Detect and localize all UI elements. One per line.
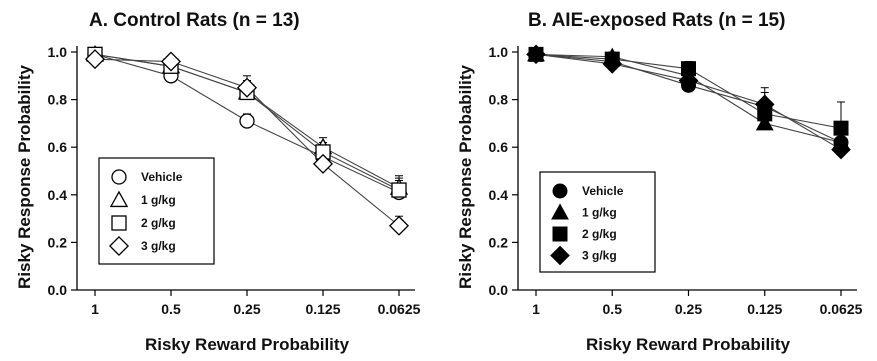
legend: Vehicle 1 g/kg 2 g/kg 3 g/kg bbox=[98, 157, 215, 265]
y-axis-label: Risky Response Probability bbox=[15, 65, 34, 289]
y-tick-label: 0.0 bbox=[489, 282, 509, 298]
legend-marker-circle bbox=[552, 183, 568, 199]
data-point-diamond bbox=[831, 139, 851, 160]
legend-marker-square bbox=[552, 226, 568, 242]
y-tick-label: 0.2 bbox=[48, 234, 68, 250]
data-point-diamond bbox=[388, 215, 410, 236]
legend-label: 1 g/kg bbox=[141, 193, 176, 207]
x-tick-label: 1 bbox=[532, 301, 540, 317]
y-tick-label: 0.0 bbox=[48, 282, 68, 298]
legend-marker-circle bbox=[111, 169, 127, 185]
data-point-diamond bbox=[602, 54, 623, 74]
panel-title: A. Control Rats (n = 13) bbox=[89, 10, 300, 31]
legend-label: Vehicle bbox=[141, 170, 183, 184]
legend-label: 3 g/kg bbox=[582, 249, 617, 263]
legend-marker-triangle bbox=[109, 190, 129, 208]
x-axis-label: Risky Reward Probability bbox=[145, 335, 350, 354]
data-point-diamond bbox=[160, 51, 182, 72]
legend-label: 1 g/kg bbox=[582, 206, 617, 220]
data-point-circle bbox=[239, 113, 255, 129]
y-tick-label: 0.8 bbox=[48, 92, 68, 108]
data-point-square bbox=[833, 120, 849, 136]
y-tick-label: 0.4 bbox=[48, 187, 68, 203]
legend-marker-diamond bbox=[108, 235, 130, 257]
data-point-diamond bbox=[84, 49, 106, 70]
y-tick-label: 0.8 bbox=[489, 92, 509, 108]
panel-a: A. Control Rats (n = 13) 0.0 0.2 0.4 0.6 0.8 1… bbox=[15, 10, 421, 354]
legend-label: Vehicle bbox=[582, 184, 624, 198]
y-tick-label: 0.2 bbox=[489, 234, 509, 250]
y-axis-label: Risky Response Probability bbox=[456, 65, 475, 289]
legend-label: 3 g/kg bbox=[141, 239, 176, 253]
data-point-diamond bbox=[678, 70, 699, 91]
legend-marker-triangle bbox=[551, 203, 569, 220]
data-point-diamond bbox=[236, 77, 258, 98]
legend-marker-diamond bbox=[550, 245, 570, 266]
x-tick-label: 0.125 bbox=[747, 301, 782, 317]
panel-b: B. AIE-exposed Rats (n = 15) 0.0 0.2 0.4 0.6… bbox=[456, 10, 863, 354]
x-tick-label: 0.125 bbox=[305, 301, 340, 317]
data-point-diamond bbox=[526, 44, 546, 65]
x-axis-label: Risky Reward Probability bbox=[586, 335, 791, 354]
y-tick-label: 1.0 bbox=[48, 44, 68, 60]
legend-label: 2 g/kg bbox=[582, 227, 617, 241]
data-point-diamond bbox=[754, 94, 775, 115]
legend: Vehicle 1 g/kg 2 g/kg 3 g/kg bbox=[539, 171, 656, 273]
y-tick-label: 0.6 bbox=[489, 139, 509, 155]
panel-title: B. AIE-exposed Rats (n = 15) bbox=[528, 10, 785, 31]
y-tick-label: 0.4 bbox=[489, 187, 509, 203]
data-point-diamond bbox=[312, 153, 334, 174]
y-tick-label: 0.6 bbox=[48, 139, 68, 155]
x-tick-label: 0.25 bbox=[233, 301, 260, 317]
x-tick-label: 0.0625 bbox=[820, 301, 863, 317]
x-tick-label: 1 bbox=[91, 301, 99, 317]
y-tick-label: 1.0 bbox=[489, 44, 509, 60]
legend-marker-square bbox=[111, 215, 127, 231]
x-tick-label: 0.5 bbox=[161, 301, 181, 317]
legend-label: 2 g/kg bbox=[141, 216, 176, 230]
data-point-square bbox=[391, 182, 407, 198]
data-point-triangle bbox=[755, 114, 774, 131]
x-tick-label: 0.5 bbox=[603, 301, 623, 317]
x-tick-label: 0.0625 bbox=[378, 301, 421, 317]
x-tick-label: 0.25 bbox=[675, 301, 702, 317]
